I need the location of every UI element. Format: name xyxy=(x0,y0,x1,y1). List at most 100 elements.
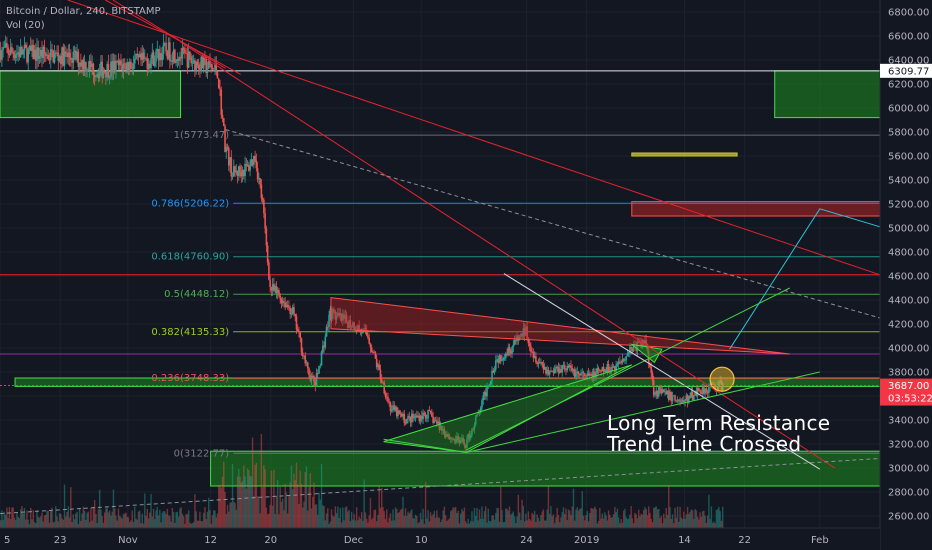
annotation-line-1: Long Term Resistance xyxy=(607,411,831,435)
candle-body xyxy=(24,44,27,49)
candle-body xyxy=(645,340,648,344)
candle-body xyxy=(531,351,533,353)
candle-body xyxy=(533,356,536,358)
time-axis[interactable]: 5 23 Nov 12 20 Dec 10 24 2019 14 22 Feb xyxy=(0,527,880,550)
candle-body xyxy=(657,386,660,397)
candle-body xyxy=(499,355,502,361)
volume-bar xyxy=(145,515,147,528)
volume-bar xyxy=(268,513,270,528)
volume-bar xyxy=(550,506,552,528)
candle-body xyxy=(441,425,443,431)
candle-body xyxy=(546,369,548,374)
candle-body xyxy=(665,391,668,395)
volume-bar xyxy=(266,514,269,528)
volume-bar xyxy=(43,515,46,528)
candle-body xyxy=(239,166,241,172)
volume-bar xyxy=(412,517,414,528)
candle-body xyxy=(206,68,209,74)
volume-bar xyxy=(323,506,325,528)
volume-bar xyxy=(554,523,556,528)
volume-bar xyxy=(66,512,68,528)
candle-body xyxy=(600,370,602,372)
volume-bar xyxy=(600,518,602,528)
price-tick-label: 4400.00 xyxy=(888,296,929,307)
volume-bar xyxy=(713,521,715,528)
volume-bar xyxy=(349,521,352,528)
volume-bar xyxy=(654,507,656,528)
volume-bar xyxy=(102,522,105,528)
candle-body xyxy=(704,388,706,394)
candle-body xyxy=(622,359,625,361)
candle-body xyxy=(680,401,683,403)
volume-bar xyxy=(180,507,182,528)
volume-bar xyxy=(155,510,157,528)
candle-body xyxy=(571,367,574,372)
volume-bar xyxy=(611,517,614,528)
volume-bar xyxy=(206,511,209,528)
volume-bar xyxy=(61,518,63,528)
volume-bar xyxy=(218,484,220,528)
volume-bar xyxy=(159,509,161,528)
candle-body xyxy=(291,307,294,314)
candle-body xyxy=(594,371,596,379)
candle-body xyxy=(254,155,256,161)
volume-bar xyxy=(97,509,100,528)
candle-body xyxy=(570,365,572,368)
volume-bar xyxy=(378,486,380,528)
candle-body xyxy=(443,428,446,435)
highlight-circle xyxy=(709,366,735,392)
volume-bar xyxy=(210,523,212,528)
volume-bar xyxy=(491,515,493,528)
candle-body xyxy=(384,393,387,397)
candle-body xyxy=(568,365,571,368)
volume-bar xyxy=(117,508,120,528)
candle-body xyxy=(151,52,154,59)
volume-bar xyxy=(19,509,22,528)
volume-bar xyxy=(475,516,477,528)
candle-body xyxy=(507,347,510,356)
candle-body xyxy=(358,325,360,331)
candle-body xyxy=(190,56,192,64)
volume-bar xyxy=(522,506,525,528)
volume-bar xyxy=(322,505,324,528)
candle-body xyxy=(706,391,709,394)
volume-indicator-label[interactable]: Vol (20) xyxy=(6,20,45,31)
time-axis-bg xyxy=(0,528,880,550)
volume-bar xyxy=(589,512,591,528)
candle-body xyxy=(666,390,669,395)
candle-body xyxy=(121,65,124,71)
candle-body xyxy=(130,61,132,69)
candle-body xyxy=(467,434,470,440)
candle-body xyxy=(472,428,475,430)
candle-body xyxy=(47,54,50,59)
candle-body xyxy=(344,315,347,319)
candle-body xyxy=(96,74,98,76)
candle-body xyxy=(289,308,291,314)
target-marker-bar xyxy=(631,152,738,157)
candle-body xyxy=(639,341,641,343)
volume-bar xyxy=(324,520,326,528)
volume-bar xyxy=(574,520,576,528)
candle-body xyxy=(67,52,70,57)
volume-bar xyxy=(579,508,581,528)
volume-bar xyxy=(270,470,273,528)
volume-bar xyxy=(676,506,679,528)
marked-level-label: 6309.77 xyxy=(888,66,929,77)
candle-body xyxy=(468,434,471,439)
candle-body xyxy=(3,47,6,48)
resistance-wedge xyxy=(330,297,790,355)
price-axis-bg xyxy=(880,0,932,550)
volume-bar xyxy=(625,517,627,528)
candle-body xyxy=(511,346,513,354)
candle-body xyxy=(78,62,81,67)
candle-body xyxy=(557,367,560,373)
candle-body xyxy=(492,370,495,373)
volume-bars xyxy=(0,433,724,528)
candle-body xyxy=(689,395,691,398)
candle-body xyxy=(93,74,96,78)
volume-bar xyxy=(559,522,561,528)
volume-bar xyxy=(364,512,367,528)
volume-bar xyxy=(293,473,295,528)
